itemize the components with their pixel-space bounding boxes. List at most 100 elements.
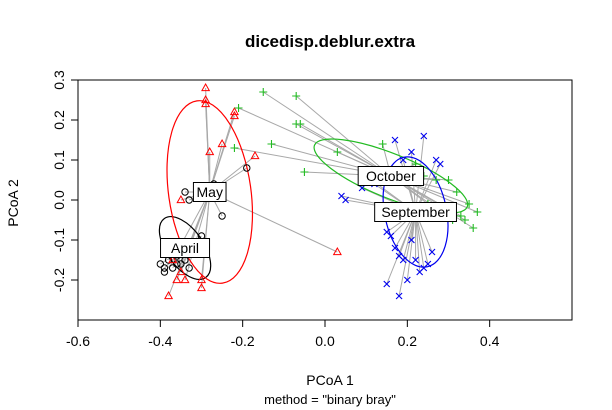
group-label-box: [160, 238, 211, 258]
point-triangle: [229, 106, 239, 116]
point-x: [420, 132, 428, 140]
point-triangle: [332, 246, 342, 256]
point-plus: [452, 188, 461, 196]
x-tick-label: 0.4: [480, 333, 500, 349]
point-x: [342, 196, 349, 204]
point-triangle: [201, 98, 211, 108]
point-plus: [460, 216, 469, 224]
point-plus: [230, 144, 239, 152]
point-triangle: [250, 150, 260, 160]
spider-line: [176, 191, 211, 281]
point-circle: [185, 196, 193, 204]
point-circle: [185, 264, 193, 272]
point-plus: [296, 120, 305, 128]
point-triangle: [164, 290, 174, 300]
spider-line: [398, 211, 417, 297]
point-triangle: [172, 274, 182, 284]
point-triangle: [180, 274, 190, 284]
plot-area: -0.6 -0.4 -0.2 0.0 0.2 0.4 -0.2 -0.1 0.0 0.1 0.2 0.…: [51, 70, 573, 349]
group-label-box: [192, 182, 227, 202]
point-x: [391, 136, 399, 144]
y-tick-label: 0.1: [51, 150, 67, 170]
point-plus: [469, 224, 478, 232]
point-x: [391, 244, 399, 252]
point-triangle: [176, 266, 186, 276]
group-label-box: [357, 166, 425, 186]
spider-line: [201, 191, 211, 281]
point-triangle: [229, 110, 239, 120]
point-x: [408, 148, 415, 156]
point-plus: [267, 140, 276, 148]
spider-line: [262, 91, 392, 177]
x-tick-label: -0.6: [66, 333, 90, 349]
point-plus: [465, 200, 474, 208]
y-tick-label: -0.1: [51, 228, 67, 252]
point-circle: [218, 212, 226, 220]
point-x: [399, 256, 407, 264]
point-circle: [181, 188, 189, 196]
point-x: [424, 260, 432, 268]
ellipse-april: [158, 216, 212, 280]
point-x: [436, 160, 444, 168]
point-plus: [292, 92, 301, 100]
point-x: [383, 280, 391, 288]
point-x: [399, 156, 407, 164]
point-triangle: [201, 82, 211, 92]
point-circle: [173, 260, 181, 268]
group-label-box: [374, 202, 457, 222]
plot-frame: [77, 79, 573, 321]
point-plus: [444, 176, 453, 184]
point-circle: [156, 260, 165, 268]
y-tick-label: 0.0: [51, 190, 67, 210]
point-circle: [160, 264, 169, 272]
x-tick-label: 0.0: [315, 333, 335, 349]
group-label-october: October: [366, 168, 416, 184]
ellipse-may: [166, 100, 254, 284]
point-x: [412, 256, 419, 264]
point-plus: [234, 104, 243, 112]
x-tick-label: -0.2: [231, 333, 255, 349]
point-plus: [300, 168, 309, 176]
y-tick-label: 0.2: [51, 110, 67, 130]
chart-title: dicedisp.deblur.extra: [245, 32, 416, 51]
point-x: [387, 232, 395, 240]
point-triangle: [205, 146, 215, 156]
spider-line: [406, 211, 417, 281]
point-triangle: [201, 94, 211, 104]
point-circle: [160, 268, 169, 276]
point-plus: [378, 140, 387, 148]
spider-line: [184, 191, 211, 281]
spider-line: [209, 191, 338, 253]
point-plus: [456, 212, 465, 220]
point-triangle: [217, 138, 227, 148]
point-circle: [243, 164, 251, 172]
point-plus: [259, 88, 268, 96]
y-tick-label: -0.2: [51, 268, 67, 292]
y-tick-label: 0.3: [51, 70, 67, 90]
point-x: [403, 276, 411, 284]
spider-line: [205, 103, 211, 193]
point-x: [408, 236, 415, 244]
group-label-september: September: [381, 204, 450, 220]
x-axis-label: PCoA 1: [306, 372, 354, 388]
x-tick-label: -0.4: [148, 333, 172, 349]
spider-line: [295, 95, 392, 177]
point-plus: [473, 208, 482, 216]
spider-line: [386, 211, 417, 285]
point-plus: [333, 148, 342, 156]
group-label-april: April: [171, 240, 199, 256]
point-triangle: [176, 194, 186, 204]
y-axis-label: PCoA 2: [5, 179, 21, 227]
x-tick-label: 0.2: [398, 333, 418, 349]
spider-line: [209, 115, 235, 193]
point-x: [395, 292, 403, 300]
x-axis-sublabel: method = "binary bray": [264, 392, 396, 407]
point-circle: [168, 264, 177, 272]
point-x: [428, 248, 436, 256]
point-triangle: [196, 274, 207, 284]
point-triangle: [168, 254, 178, 264]
point-triangle: [196, 282, 207, 292]
group-label-may: May: [197, 184, 223, 200]
point-plus: [432, 176, 441, 184]
